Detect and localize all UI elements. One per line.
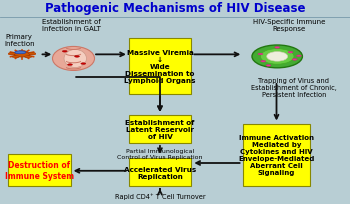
FancyBboxPatch shape [129,159,191,186]
Bar [0,0,350,17]
Ellipse shape [9,53,16,55]
Ellipse shape [75,56,79,58]
Text: Establishment of
Infection in GALT: Establishment of Infection in GALT [42,19,101,32]
Ellipse shape [252,46,302,69]
Text: Accelerated Virus
Replication: Accelerated Virus Replication [124,166,196,179]
FancyBboxPatch shape [8,155,71,186]
Ellipse shape [261,61,266,63]
Ellipse shape [29,53,36,55]
Text: Trapping of Virus and
Establishment of Chronic,
Persistent Infection: Trapping of Virus and Establishment of C… [251,78,337,98]
FancyBboxPatch shape [129,38,191,94]
Text: Immune Activation
Mediated by
Cytokines and HIV
Envelope-Mediated
Aberrant Cell
: Immune Activation Mediated by Cytokines … [238,135,315,175]
Ellipse shape [266,65,271,67]
Text: Rapid CD4⁺ T Cell Turnover: Rapid CD4⁺ T Cell Turnover [115,193,205,199]
Ellipse shape [267,52,288,62]
Text: Primary
Infection: Primary Infection [4,34,35,47]
Text: Destruction of
Immune System: Destruction of Immune System [5,161,74,180]
Ellipse shape [64,50,86,68]
Text: Pathogenic Mechanisms of HIV Disease: Pathogenic Mechanisms of HIV Disease [45,2,305,15]
Ellipse shape [292,59,297,61]
Ellipse shape [258,54,263,55]
Ellipse shape [25,57,32,59]
Ellipse shape [52,47,94,71]
Ellipse shape [12,56,19,59]
Ellipse shape [288,52,293,54]
Ellipse shape [15,52,26,54]
Ellipse shape [81,63,86,65]
Ellipse shape [19,51,26,53]
Ellipse shape [62,51,67,53]
Text: Establishment of
Latent Reservoir
of HIV: Establishment of Latent Reservoir of HIV [125,120,195,140]
Ellipse shape [296,56,301,57]
Text: HIV-Specific Immune
Response: HIV-Specific Immune Response [253,19,325,32]
Ellipse shape [14,52,30,58]
Ellipse shape [275,47,280,49]
FancyBboxPatch shape [243,124,310,186]
Ellipse shape [260,49,294,65]
Ellipse shape [68,64,72,66]
Text: Partial Immunological
Control of Virus Replication: Partial Immunological Control of Virus R… [117,149,203,159]
Text: Massive Viremia
↓
Wide
Dissemination to
Lymphoid Organs: Massive Viremia ↓ Wide Dissemination to … [124,49,196,83]
FancyBboxPatch shape [129,116,191,143]
